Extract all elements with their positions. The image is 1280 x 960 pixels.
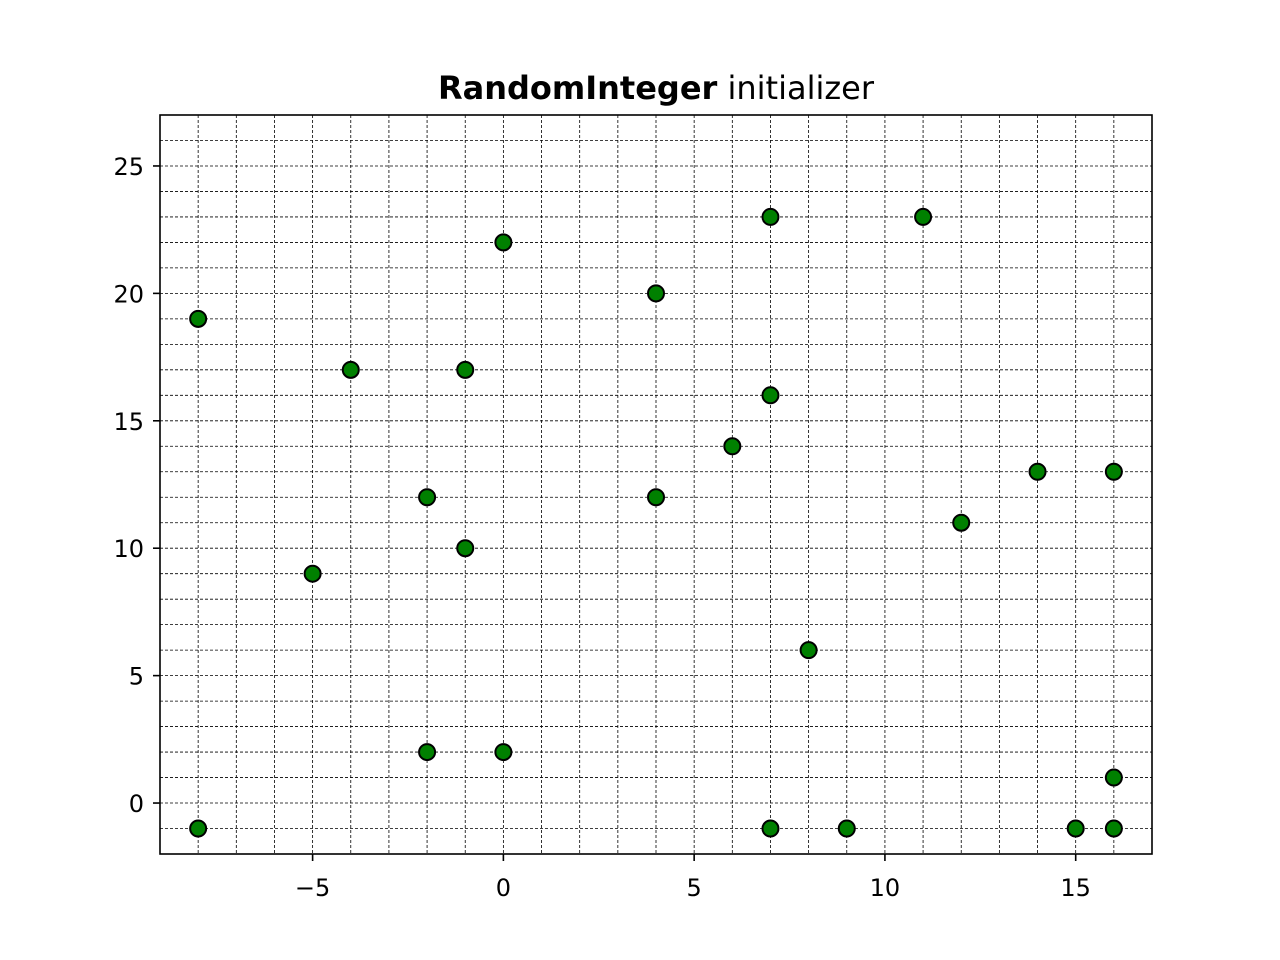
chart-title: RandomInteger initializer — [438, 69, 875, 107]
y-tick-label: 15 — [113, 408, 144, 436]
x-tick-label: −5 — [295, 874, 330, 902]
scatter-point — [799, 641, 818, 660]
plot-frame — [159, 114, 1153, 855]
x-tick-label: 10 — [870, 874, 901, 902]
scatter-point — [1104, 462, 1123, 481]
scatter-point — [952, 513, 971, 532]
scatter-point — [418, 743, 437, 762]
points-layer — [189, 207, 1123, 838]
chart-title-bold: RandomInteger — [438, 69, 718, 107]
scatter-point — [189, 819, 208, 838]
tick-layer: −5 0 5 10 15 0 5 10 15 20 25 — [113, 153, 1091, 902]
scatter-point — [837, 819, 856, 838]
grid-layer — [160, 115, 1152, 854]
x-tick-label: 0 — [496, 874, 511, 902]
scatter-point — [647, 284, 665, 303]
y-tick-label: 0 — [129, 790, 144, 818]
scatter-point — [456, 360, 475, 379]
y-tick-label: 5 — [129, 663, 144, 691]
x-tick-label: 5 — [687, 874, 702, 902]
scatter-point — [341, 360, 360, 379]
scatter-point — [761, 386, 780, 405]
x-tick-label: 15 — [1060, 874, 1091, 902]
scatter-point — [761, 207, 780, 226]
scatter-point — [761, 819, 780, 838]
scatter-point — [494, 743, 513, 762]
scatter-point — [647, 488, 665, 507]
scatter-point — [189, 309, 208, 328]
scatter-point — [914, 207, 933, 226]
y-tick-label: 20 — [113, 280, 144, 308]
scatter-point — [1104, 819, 1123, 838]
scatter-point — [723, 437, 742, 456]
scatter-point — [494, 233, 513, 252]
scatter-point — [303, 564, 322, 583]
scatter-point — [456, 539, 475, 558]
scatter-point — [1104, 768, 1123, 787]
scatter-point — [418, 488, 437, 507]
scatter-point — [1066, 819, 1085, 838]
scatter-point — [1028, 462, 1047, 481]
y-tick-label: 10 — [113, 535, 144, 563]
chart-title-regular: initializer — [717, 69, 875, 107]
y-tick-label: 25 — [113, 153, 144, 181]
